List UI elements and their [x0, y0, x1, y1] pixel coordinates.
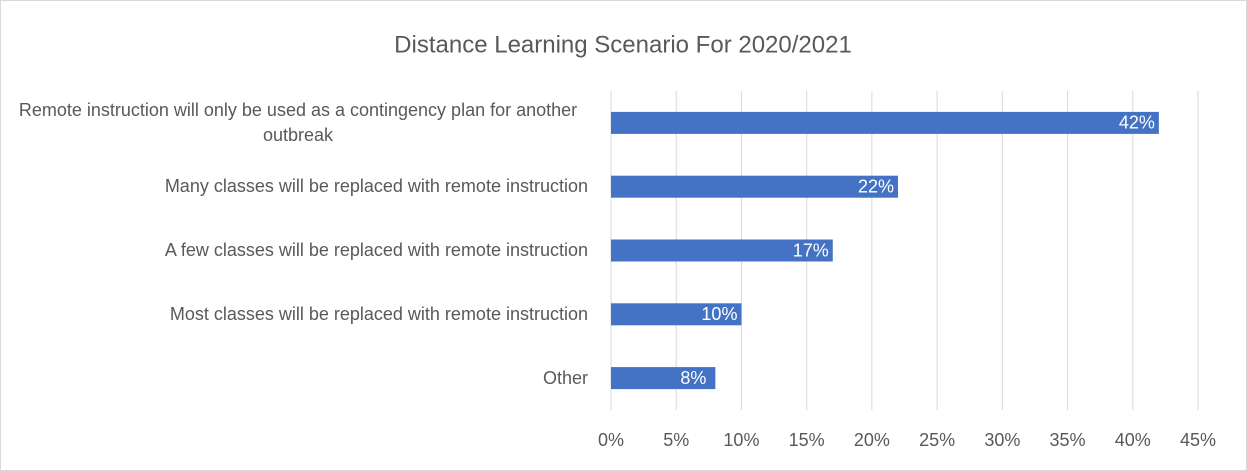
x-tick-label: 45%	[1180, 430, 1216, 450]
data-label: 8%	[680, 368, 706, 388]
bar	[611, 367, 716, 390]
bar	[611, 175, 898, 198]
data-label: 42%	[1119, 113, 1155, 133]
x-tick-label: 10%	[723, 430, 759, 450]
data-label: 10%	[701, 304, 737, 324]
bar	[611, 239, 833, 262]
x-tick-label: 35%	[1050, 430, 1086, 450]
y-tick-label: Other	[542, 367, 588, 388]
x-tick-label: 40%	[1115, 430, 1151, 450]
x-tick-label: 20%	[854, 430, 890, 450]
data-label: 17%	[793, 240, 829, 260]
bar	[611, 303, 742, 326]
category-label-box: Most classes will be replaced with remot…	[170, 284, 588, 344]
y-tick-label: A few classes will be replaced with remo…	[164, 240, 588, 260]
bar	[611, 111, 1159, 134]
x-tick-label: 30%	[984, 430, 1020, 450]
x-tick-label: 5%	[663, 430, 689, 450]
x-tick-label: 25%	[919, 430, 955, 450]
x-tick-label: 0%	[598, 430, 624, 450]
category-label-box: Many classes will be replaced with remot…	[165, 157, 588, 217]
category-label-box: Remote instruction will only be used as …	[8, 93, 588, 153]
chart-title: Distance Learning Scenario For 2020/2021	[394, 31, 852, 58]
y-tick-label: Remote instruction will only be used as …	[18, 99, 578, 145]
category-label-box: A few classes will be replaced with remo…	[165, 221, 588, 281]
category-label-box: Other	[543, 348, 588, 408]
y-tick-label: Many classes will be replaced with remot…	[164, 176, 588, 197]
y-tick-label: Most classes will be replaced with remot…	[169, 303, 588, 324]
x-tick-label: 15%	[789, 430, 825, 450]
data-label: 22%	[858, 176, 894, 196]
